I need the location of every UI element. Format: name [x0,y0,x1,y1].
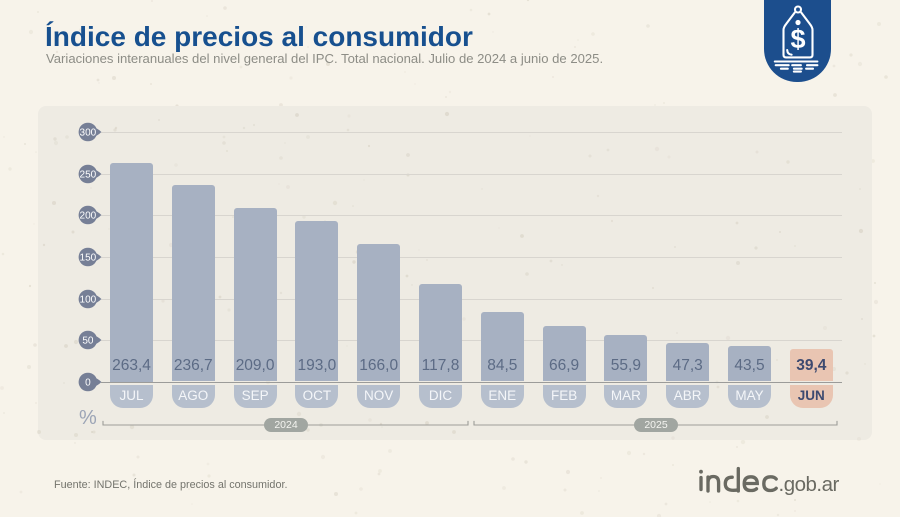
svg-text:200: 200 [80,211,97,222]
svg-text:0: 0 [85,377,91,388]
svg-text:$: $ [790,24,805,54]
svg-text:300: 300 [80,127,97,138]
svg-text:.gob.ar: .gob.ar [779,473,840,496]
svg-text:100: 100 [80,294,97,305]
svg-text:50: 50 [82,336,94,347]
svg-text:150: 150 [80,252,97,263]
svg-text:250: 250 [80,169,97,180]
